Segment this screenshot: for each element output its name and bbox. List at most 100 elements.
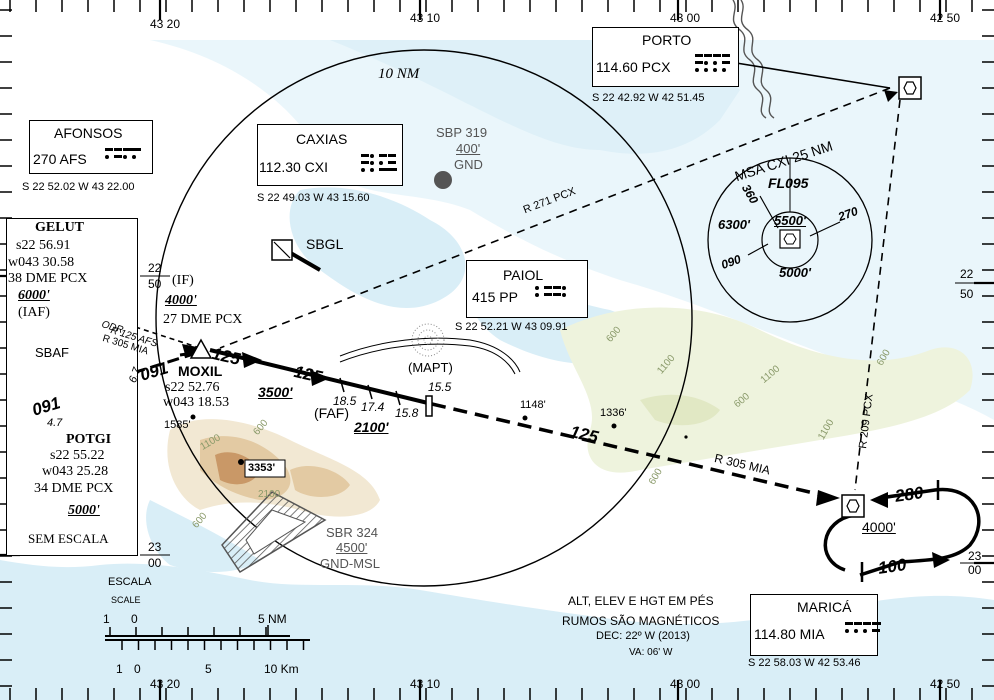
porto-morse [695, 52, 731, 73]
potgi-lat: s22 55.22 [50, 448, 105, 463]
sbp319-upper: 400' [456, 141, 481, 156]
paiol-name: PAIOL [503, 267, 544, 283]
dme-mark-1: 18.5 [333, 394, 357, 408]
sbp319-point [434, 171, 452, 189]
caxias-freq: 112.30 CXI [259, 159, 329, 175]
vor-marica-symbol[interactable] [841, 494, 865, 518]
moxil-triangle[interactable] [189, 338, 213, 359]
left-lat-deg-1: 22 [148, 261, 162, 275]
spot-1585: 1585' [164, 419, 191, 431]
contour-label: 2100 [258, 489, 281, 500]
holding-arrows [870, 492, 950, 568]
paiol-coord: S 22 52.21 W 43 09.91 [455, 321, 568, 333]
fir-boundary [732, 0, 775, 119]
mapt-marker [425, 395, 433, 417]
sbr324-upper: 4500' [336, 540, 368, 555]
right-lat-deg-1: 22 [960, 267, 974, 281]
holding-pattern [823, 487, 981, 577]
range-ring-label: 10 NM [378, 66, 421, 82]
bottom-label-4: 42 50 [930, 677, 960, 691]
marica-coord: S 22 58.03 W 42 53.46 [748, 657, 861, 669]
left-lat-min-2: 00 [148, 556, 162, 570]
porto-name: PORTO [642, 32, 692, 48]
caxias-coord: S 22 49.03 W 43 15.60 [257, 192, 370, 204]
mapt-dist: 15.5 [428, 380, 452, 394]
gelut-name[interactable]: GELUT [35, 220, 85, 235]
potgi-lon: w043 25.28 [42, 464, 109, 479]
spot-3353: 3353' [248, 462, 276, 474]
moxil-name[interactable]: MOXIL [178, 363, 223, 379]
paiol-morse [535, 284, 571, 298]
caxias-morse [361, 152, 397, 173]
scale-title: ESCALA [108, 576, 152, 588]
sbgl-label: SBGL [306, 236, 344, 252]
porto-box[interactable] [592, 27, 739, 87]
dme-ticks [339, 377, 401, 406]
dme-mark-3: 15.8 [395, 406, 419, 420]
caxias-box[interactable] [257, 124, 403, 186]
paiol-box[interactable] [466, 260, 588, 318]
scale-km-5: 5 [205, 662, 212, 676]
vor-sbgl-symbol[interactable] [271, 239, 293, 261]
left-lat-deg-2: 23 [148, 540, 162, 554]
spot-1148: 1148' [520, 399, 546, 411]
gelut-lat: s22 56.91 [16, 238, 71, 253]
dme-mark-2: 17.4 [361, 400, 385, 414]
afonsos-freq: 270 AFS [33, 151, 87, 167]
porto-freq: 114.60 PCX [596, 59, 671, 75]
scale-nm-1: 1 [103, 612, 110, 626]
note-line1: ALT, ELEV E HGT EM PÉS [568, 594, 714, 608]
msa-diagram [707, 157, 873, 323]
porto-coord: S 22 42.92 W 42 51.45 [592, 92, 705, 104]
paiol-freq: 415 PP [472, 289, 518, 305]
ndb-pp-symbol [411, 323, 445, 357]
sbp319-name: SBP 319 [436, 125, 488, 140]
faf-label: (FAF) [314, 405, 349, 421]
afonsos-coord: S 22 52.02 W 43 22.00 [22, 181, 135, 193]
afonsos-box[interactable] [29, 120, 153, 174]
spot-heights [190, 414, 688, 465]
marica-box[interactable] [750, 594, 878, 656]
caxias-name: CAXIAS [296, 131, 348, 147]
faf-alt: 2100' [354, 419, 389, 435]
afonsos-morse [105, 146, 141, 160]
marica-morse [845, 620, 881, 634]
bottom-label-1: 43 20 [150, 677, 180, 691]
note-line2: RUMOS SÃO MAGNÉTICOS [562, 614, 720, 628]
scale-km-1: 1 [116, 662, 123, 676]
radial-lines [59, 61, 901, 500]
moxil-dme: 27 DME PCX [163, 312, 243, 327]
left-lat-min-1: 50 [148, 277, 162, 291]
mapt-label: (MAPT) [408, 360, 453, 375]
bottom-label-3: 43 00 [670, 677, 700, 691]
right-lat-min-2: 00 [968, 563, 982, 577]
right-lat-deg-2: 23 [968, 549, 982, 563]
top-label-3: 43 00 [670, 11, 700, 25]
gelut-role: (IAF) [18, 305, 50, 320]
range-ring-10nm [155, 49, 693, 587]
moxil-alt: 4000' [165, 293, 197, 308]
course-280: 280 [893, 483, 925, 506]
moxil-lat: s22 52.76 [165, 380, 220, 395]
scale-ticks [109, 625, 305, 650]
top-label-2: 43 10 [410, 11, 440, 25]
potgi-name[interactable]: POTGI [66, 432, 112, 447]
msa-nw-alt: 6300' [718, 217, 751, 232]
road-line [339, 337, 521, 373]
msa-s-alt: 5000' [779, 265, 812, 280]
msa-center-alt: 5500' [774, 213, 807, 228]
scale-nm-0: 0 [131, 612, 138, 626]
moxil-min-alt: 3500' [258, 384, 293, 400]
afonsos-name: AFONSOS [54, 125, 123, 141]
bottom-label-2: 43 10 [410, 677, 440, 691]
right-lat-min-1: 50 [960, 287, 974, 301]
hold-alt: 4000' [862, 519, 896, 535]
potgi-note: SEM ESCALA [28, 531, 109, 546]
gelut-alt: 6000' [18, 288, 50, 303]
sbaf-label: SBAF [35, 345, 69, 360]
scale-km-10: 10 Km [264, 662, 299, 676]
scale-km-0: 0 [134, 662, 141, 676]
grid-labels: 43 20 43 10 43 00 42 50 43 20 43 10 43 0… [148, 11, 982, 691]
note-line4: VA: 06' W [629, 647, 673, 658]
vor-porto-symbol[interactable] [898, 76, 922, 100]
